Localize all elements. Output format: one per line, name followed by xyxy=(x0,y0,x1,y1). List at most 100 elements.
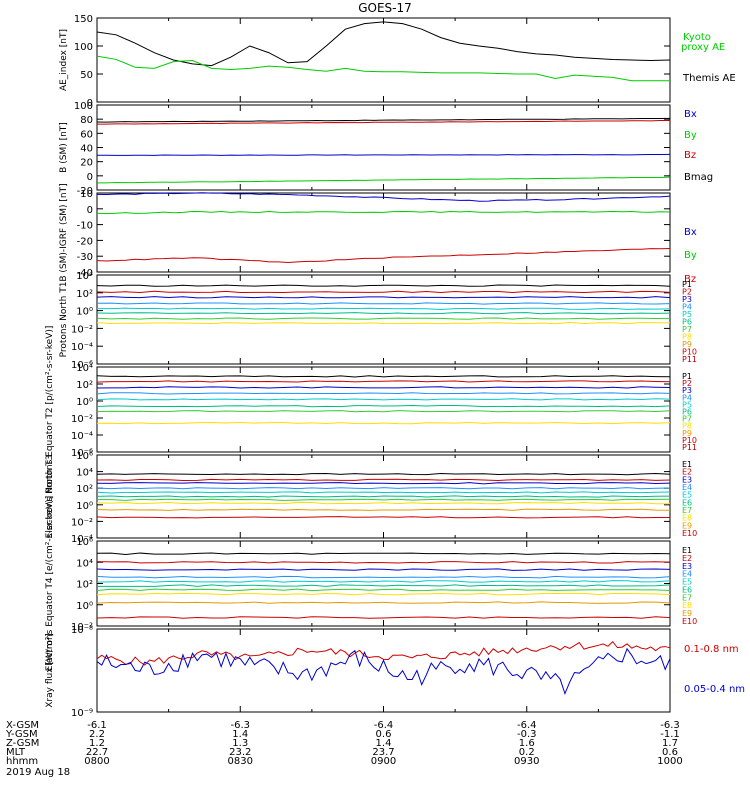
series-line xyxy=(96,317,671,320)
series-line xyxy=(96,516,671,519)
series-line xyxy=(96,296,671,299)
footer-value: 1.6 xyxy=(519,738,535,749)
legend-entry: E6 xyxy=(682,498,692,507)
legend-entry: Bx xyxy=(684,227,697,238)
legend-entry: P10 xyxy=(682,348,697,357)
legend-entry: P5 xyxy=(682,400,692,409)
footer-row-label: X-GSM xyxy=(6,720,39,731)
footer-value: 1.7 xyxy=(662,738,678,749)
series-line xyxy=(96,321,671,325)
legend-entry: Bz xyxy=(684,274,696,285)
series-line xyxy=(96,482,671,485)
panel-frame xyxy=(96,192,671,273)
series-line xyxy=(96,404,671,408)
legend-entry: P9 xyxy=(682,429,692,438)
series-line xyxy=(96,210,671,215)
y-axis-label: Electrons Equator T4 [e/(cm²-s-sr-keV)] xyxy=(45,496,55,672)
footer-row-label: hhmm xyxy=(6,756,38,767)
y-tick-label: -10 xyxy=(77,221,93,232)
y-tick-label: 10⁰ xyxy=(76,501,93,512)
series-line xyxy=(96,575,671,579)
legend-entry: E6 xyxy=(682,585,692,594)
footer-value: -6.4 xyxy=(517,720,537,731)
series-line xyxy=(96,247,671,263)
series-line xyxy=(96,117,671,123)
series-line xyxy=(96,284,671,287)
y-tick-label: 10⁴ xyxy=(76,558,93,569)
y-tick-label: 10⁴ xyxy=(76,468,93,479)
footer-value: -6.3 xyxy=(230,720,250,731)
footer-value: 2.2 xyxy=(89,729,105,740)
plot-title: GOES-17 xyxy=(358,1,412,15)
legend-entry: P10 xyxy=(682,436,697,445)
ephemeris-footer: X-GSM -6.1 -6.3 -6.4 -6.4 -6.3Y-GSM 2.2 1.4 0.6-… xyxy=(5,720,683,778)
footer-value: 1.4 xyxy=(232,729,248,740)
series-line xyxy=(96,472,671,476)
footer-value: -6.1 xyxy=(87,720,107,731)
y-tick-label: 10⁻² xyxy=(71,517,93,528)
legend-entry: E2 xyxy=(682,554,692,563)
legend-entry: P8 xyxy=(682,333,692,342)
series-line xyxy=(96,119,671,125)
series-line xyxy=(96,192,671,202)
y-tick-label: 80 xyxy=(80,115,93,126)
series-line xyxy=(96,647,671,696)
footer-value: 0900 xyxy=(371,756,396,767)
footer-value: 1.3 xyxy=(232,738,248,749)
y-tick-label: 10⁴ xyxy=(76,363,93,374)
y-tick-label: 40 xyxy=(80,144,93,155)
legend-entry: By xyxy=(684,250,697,261)
y-axis-label: Protons Equator T2 [p/(cm²-s-sr-keV)] xyxy=(45,326,55,494)
y-tick-label: 10⁻⁶ xyxy=(71,360,93,371)
series-line xyxy=(96,392,671,395)
footer-value: 23.2 xyxy=(229,747,251,758)
series-line xyxy=(96,588,671,592)
series-line xyxy=(96,487,671,490)
y-axis-label: Xray flux [W/m²] xyxy=(45,633,55,707)
series-line xyxy=(96,498,671,501)
footer-value: -6.4 xyxy=(374,720,394,731)
legend-entry: E4 xyxy=(682,483,692,492)
series-line xyxy=(96,495,671,498)
legend-entry: Bx xyxy=(684,109,697,120)
series-line xyxy=(96,290,671,294)
legend-entry: P11 xyxy=(682,355,697,364)
panel-frame xyxy=(96,104,671,191)
footer-date: 2019 Aug 18 xyxy=(6,767,70,778)
series-line xyxy=(96,478,671,482)
footer-value: 23.7 xyxy=(372,747,394,758)
y-axis-label: Protons North T1 xyxy=(59,282,69,358)
series-line xyxy=(96,584,671,587)
legend-entry: E5 xyxy=(682,491,692,500)
legend-entry: P5 xyxy=(682,310,692,319)
y-tick-label: 10⁶ xyxy=(76,451,93,462)
legend-entry: E1 xyxy=(682,546,692,555)
footer-value: 0.2 xyxy=(519,747,535,758)
y-tick-label: 20 xyxy=(80,158,93,169)
panel-frame xyxy=(96,628,671,713)
y-axis-label: B (SM)-IGRF (SM) [nT] xyxy=(59,183,69,281)
legend-entry: P11 xyxy=(682,443,697,452)
y-tick-label: 0 xyxy=(87,205,93,216)
legend-entry: P3 xyxy=(682,386,692,395)
y-axis-label: B (SM) [nT] xyxy=(59,122,69,173)
series-line xyxy=(96,491,671,494)
series-line xyxy=(96,176,671,184)
footer-value: 0830 xyxy=(228,756,253,767)
panel-frame xyxy=(96,17,671,103)
y-tick-label: 10² xyxy=(76,380,93,391)
legend-entry: E2 xyxy=(682,468,692,477)
series-line xyxy=(96,386,671,389)
footer-value: 0930 xyxy=(514,756,539,767)
y-tick-label: 0 xyxy=(87,172,93,183)
y-axis-label: Electrons North T3 xyxy=(45,455,55,539)
y-tick-label: 10 xyxy=(80,189,93,200)
footer-value: 1000 xyxy=(657,756,682,767)
series-line xyxy=(96,398,671,401)
legend-entry: E7 xyxy=(682,593,692,602)
footer-value: -1.1 xyxy=(660,729,680,740)
legend-entry: P9 xyxy=(682,340,692,349)
legend-entry: P2 xyxy=(682,288,692,297)
legend-entry: P7 xyxy=(682,325,692,334)
